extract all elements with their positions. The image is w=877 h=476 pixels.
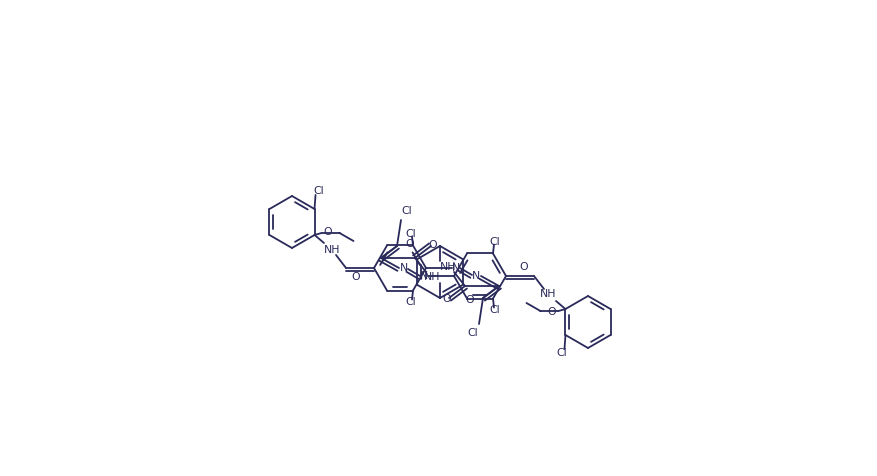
Text: NH: NH bbox=[539, 289, 556, 299]
Text: N: N bbox=[400, 263, 408, 273]
Text: N: N bbox=[452, 263, 460, 273]
Text: N: N bbox=[472, 271, 480, 281]
Text: Cl: Cl bbox=[406, 229, 417, 239]
Text: O: O bbox=[429, 240, 438, 250]
Text: NH: NH bbox=[324, 245, 340, 255]
Text: O: O bbox=[352, 272, 360, 282]
Text: Cl: Cl bbox=[489, 238, 500, 248]
Text: Cl: Cl bbox=[402, 206, 412, 216]
Text: NH: NH bbox=[439, 262, 456, 272]
Text: O: O bbox=[466, 295, 474, 305]
Text: Cl: Cl bbox=[467, 328, 478, 338]
Text: Cl: Cl bbox=[489, 305, 500, 315]
Text: N: N bbox=[420, 271, 428, 281]
Text: O: O bbox=[520, 262, 528, 272]
Text: O: O bbox=[406, 239, 414, 249]
Text: Cl: Cl bbox=[406, 297, 417, 307]
Text: Cl: Cl bbox=[313, 186, 324, 196]
Text: NH: NH bbox=[424, 272, 440, 282]
Text: Cl: Cl bbox=[556, 348, 567, 358]
Text: O: O bbox=[548, 307, 557, 317]
Text: O: O bbox=[443, 294, 452, 304]
Text: O: O bbox=[324, 227, 332, 237]
